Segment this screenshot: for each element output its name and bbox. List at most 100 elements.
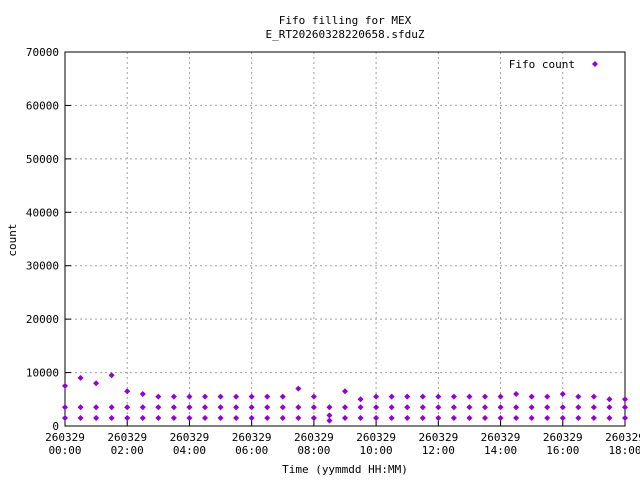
point bbox=[450, 414, 457, 421]
point bbox=[248, 414, 255, 421]
y-tick-label: 10000 bbox=[26, 367, 59, 380]
y-tick-label: 0 bbox=[52, 420, 59, 433]
point bbox=[310, 393, 317, 400]
chart-subtitle: E_RT20260328220658.sfduZ bbox=[266, 28, 425, 41]
point bbox=[186, 414, 193, 421]
point bbox=[139, 414, 146, 421]
y-tick-label: 70000 bbox=[26, 46, 59, 59]
x-tick-label: 260329 14:00 bbox=[480, 431, 521, 457]
point bbox=[217, 414, 224, 421]
point bbox=[233, 414, 240, 421]
point bbox=[155, 404, 162, 411]
point bbox=[248, 393, 255, 400]
x-tick-label: 260329 04:00 bbox=[169, 431, 210, 457]
point bbox=[419, 404, 426, 411]
point bbox=[528, 393, 535, 400]
point bbox=[575, 414, 582, 421]
point bbox=[435, 393, 442, 400]
point bbox=[373, 404, 380, 411]
point bbox=[62, 414, 68, 421]
point bbox=[77, 414, 84, 421]
point bbox=[357, 414, 364, 421]
point bbox=[544, 414, 551, 421]
point bbox=[466, 393, 473, 400]
point bbox=[93, 404, 100, 411]
point bbox=[186, 404, 193, 411]
point bbox=[435, 404, 442, 411]
point bbox=[139, 390, 146, 397]
point bbox=[326, 404, 333, 411]
point bbox=[124, 388, 131, 395]
point bbox=[202, 414, 208, 421]
point bbox=[233, 404, 240, 411]
y-axis-label: count bbox=[6, 223, 19, 256]
x-tick-label: 260329 08:00 bbox=[294, 431, 334, 457]
point bbox=[279, 414, 286, 421]
point bbox=[186, 393, 193, 400]
point bbox=[435, 414, 442, 421]
point bbox=[310, 414, 317, 421]
point bbox=[202, 393, 208, 400]
point bbox=[124, 414, 131, 421]
point bbox=[295, 385, 302, 392]
point bbox=[388, 414, 395, 421]
point bbox=[310, 404, 317, 411]
point bbox=[466, 404, 473, 411]
point bbox=[155, 414, 162, 421]
point bbox=[77, 404, 84, 411]
point bbox=[622, 396, 628, 403]
point bbox=[450, 393, 457, 400]
point bbox=[108, 414, 115, 421]
point bbox=[326, 412, 333, 419]
point bbox=[342, 388, 348, 395]
point bbox=[264, 393, 271, 400]
chart-title: Fifo filling for MEX bbox=[279, 14, 412, 27]
point bbox=[590, 404, 597, 411]
point bbox=[202, 404, 208, 411]
x-tick-label: 260329 00:00 bbox=[45, 431, 85, 457]
point bbox=[497, 404, 504, 411]
point bbox=[279, 404, 286, 411]
point bbox=[264, 414, 271, 421]
point bbox=[62, 404, 68, 411]
point bbox=[77, 374, 84, 381]
point bbox=[497, 393, 504, 400]
x-tick-label: 260329 16:00 bbox=[542, 431, 583, 457]
x-tick-label: 260329 12:00 bbox=[418, 431, 459, 457]
point bbox=[388, 404, 395, 411]
point bbox=[590, 393, 597, 400]
point bbox=[295, 414, 302, 421]
point bbox=[357, 404, 364, 411]
point bbox=[373, 393, 380, 400]
point bbox=[404, 404, 411, 411]
point bbox=[326, 417, 333, 424]
point bbox=[513, 390, 520, 397]
point bbox=[590, 414, 597, 421]
point bbox=[295, 404, 302, 411]
point bbox=[482, 404, 488, 411]
x-axis-label: Time (yymmdd HH:MM) bbox=[282, 463, 408, 476]
point bbox=[170, 404, 177, 411]
point bbox=[342, 414, 348, 421]
point bbox=[124, 404, 131, 411]
point bbox=[108, 372, 115, 379]
point bbox=[622, 414, 628, 421]
y-tick-label: 50000 bbox=[26, 153, 59, 166]
point bbox=[466, 414, 473, 421]
point bbox=[528, 414, 535, 421]
point bbox=[279, 393, 286, 400]
point bbox=[559, 404, 566, 411]
point bbox=[93, 380, 100, 387]
x-tick-label: 260329 02:00 bbox=[107, 431, 148, 457]
legend-marker bbox=[592, 61, 598, 67]
point bbox=[419, 414, 426, 421]
point bbox=[497, 414, 504, 421]
point bbox=[559, 414, 566, 421]
point bbox=[170, 393, 177, 400]
point bbox=[404, 393, 411, 400]
point bbox=[373, 414, 380, 421]
legend-label: Fifo count bbox=[509, 58, 575, 71]
point bbox=[108, 404, 115, 411]
